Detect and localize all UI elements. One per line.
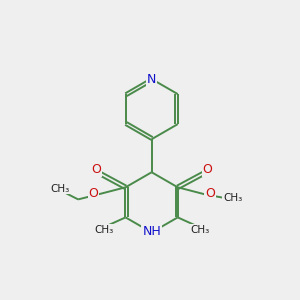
Text: CH₃: CH₃ [223,193,242,203]
Text: O: O [205,187,215,200]
Text: CH₃: CH₃ [50,184,70,194]
Text: O: O [202,163,212,176]
Text: CH₃: CH₃ [94,225,113,235]
Text: N: N [147,73,156,85]
Text: NH: NH [142,225,161,238]
Text: O: O [88,187,98,200]
Text: CH₃: CH₃ [190,225,209,235]
Text: O: O [91,163,101,176]
